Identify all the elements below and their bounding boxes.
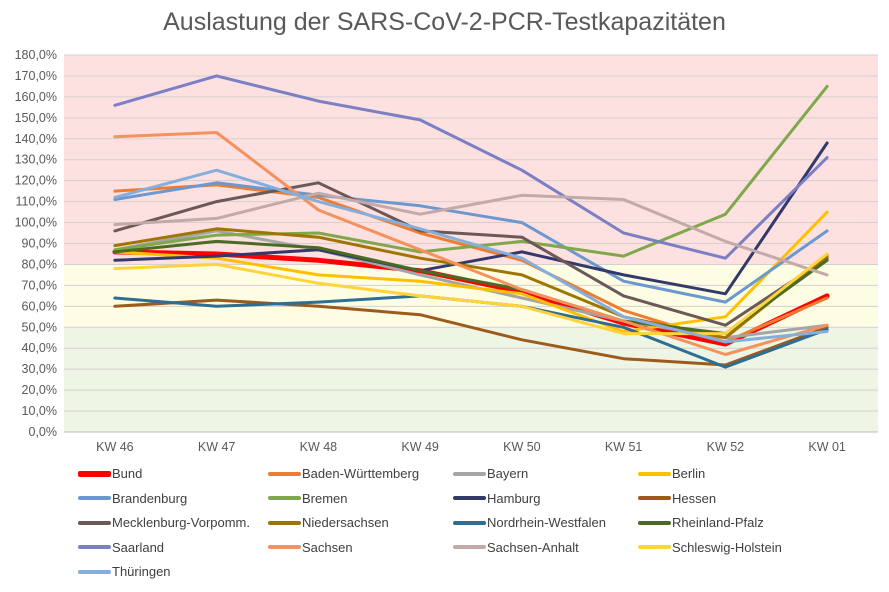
legend-item: Hessen [638,491,716,506]
legend-item: Brandenburg [78,491,187,506]
legend-swatch [638,520,671,525]
legend-item: Mecklenburg-Vorpomm. [78,515,250,530]
legend-swatch [268,545,301,549]
y-tick-label: 20,0% [22,383,57,397]
y-tick-label: 60,0% [22,299,57,313]
y-tick-label: 80,0% [22,257,57,271]
legend-label: Bayern [487,466,529,481]
series-line-schleswig-holstein [113,252,829,336]
y-tick-label: 130,0% [15,153,57,167]
legend-label: Schleswig-Holstein [672,539,782,555]
legend-swatch [78,569,111,574]
legend-swatch [453,520,486,525]
legend-item: Nordrhein-Westfalen [453,515,606,530]
y-tick-label: 100,0% [15,216,57,230]
y-tick-label: 70,0% [22,278,57,292]
legend-item: Sachsen [268,540,353,555]
legend-swatch [453,471,486,476]
y-tick-label: 10,0% [22,404,57,418]
series-line-saarland [113,74,829,260]
legend-item: Sachsen-Anhalt [453,540,579,555]
legend-label: Thüringen [112,564,171,579]
legend-label: Berlin [672,466,706,481]
x-tick-label: KW 50 [503,440,541,454]
legend-swatch [453,496,486,500]
legend-swatch [453,545,486,549]
x-tick-label: KW 01 [808,440,846,454]
legend-label: Hessen [672,490,717,506]
legend-label: Bund [112,466,143,481]
legend-item: Rheinland-Pfalz [638,515,764,530]
legend-label: Sachsen [302,539,353,555]
threshold-band [64,264,878,328]
series-line-hessen [113,298,829,367]
series-line-th-ringen [113,168,829,344]
legend-item: Baden-Württemberg [268,466,419,481]
series-line-bremen [113,84,829,258]
legend-label: Hamburg [487,490,541,506]
legend-swatch [638,496,671,500]
y-tick-label: 180,0% [15,48,57,62]
legend-label: Baden-Württemberg [302,466,420,481]
legend-item: Bremen [268,491,348,506]
legend-item: Berlin [638,466,705,481]
legend-item: Thüringen [78,564,171,579]
legend-label: Saarland [112,539,165,555]
y-tick-label: 120,0% [15,174,57,188]
legend-swatch [268,520,301,525]
series-line-sachsen [113,131,829,356]
legend-swatch [78,520,111,525]
threshold-band [64,327,878,432]
legend-swatch [78,496,111,500]
y-tick-label: 50,0% [22,320,57,334]
y-tick-label: 110,0% [16,195,57,209]
series-line-rheinland-pfalz [113,239,829,336]
series-line-brandenburg [113,181,829,304]
x-tick-label: KW 51 [605,440,643,454]
legend-swatch [638,471,671,476]
legend-swatch [268,471,301,476]
y-tick-label: 150,0% [15,111,57,125]
y-tick-label: 90,0% [22,237,57,251]
y-tick-label: 170,0% [15,69,57,83]
series-line-sachsen-anhalt [113,191,829,277]
y-tick-label: 30,0% [22,362,57,376]
x-tick-label: KW 46 [96,440,134,454]
x-tick-label: KW 47 [198,440,236,454]
series-line-mecklenburg-vorpomm- [113,181,829,327]
legend-label: Mecklenburg-Vorpomm. [112,515,250,530]
legend-swatch [638,545,671,549]
legend-item: Niedersachsen [268,515,389,530]
legend-item: Hamburg [453,491,540,506]
legend-label: Rheinland-Pfalz [672,515,764,530]
legend-label: Nordrhein-Westfalen [487,515,606,530]
x-tick-label: KW 49 [401,440,439,454]
legend-item: Saarland [78,540,164,555]
legend-swatch [268,496,301,500]
legend-item: Schleswig-Holstein [638,540,782,555]
y-tick-label: 160,0% [15,90,57,104]
legend-label: Bremen [302,490,348,506]
x-tick-label: KW 52 [707,440,745,454]
legend-swatch [78,470,111,477]
x-tick-label: KW 48 [300,440,338,454]
legend-label: Niedersachsen [302,515,389,530]
legend-label: Sachsen-Anhalt [487,539,579,555]
series-line-hamburg [113,141,829,296]
y-tick-label: 40,0% [22,341,57,355]
legend-label: Brandenburg [112,490,188,506]
legend-swatch [78,545,111,549]
chart-title: Auslastung der SARS-CoV-2-PCR-Testkapazi… [163,8,726,36]
legend-item: Bayern [453,466,528,481]
y-tick-label: 140,0% [15,132,57,146]
legend-item: Bund [78,466,142,481]
y-tick-label: 0,0% [29,425,58,439]
